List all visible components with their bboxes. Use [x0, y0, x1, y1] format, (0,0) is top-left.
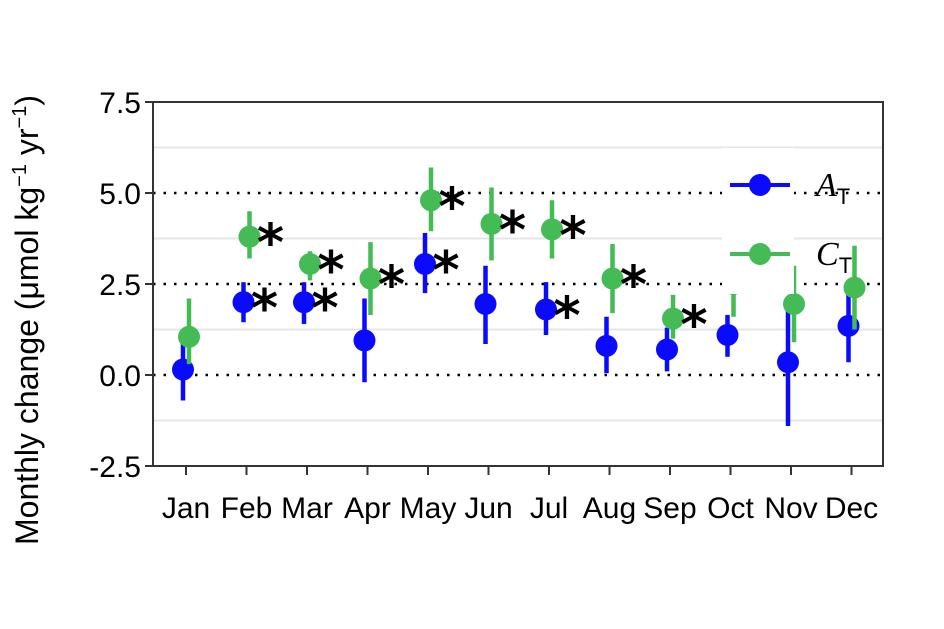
- data-point: [293, 291, 315, 314]
- x-tick-label: Mar: [281, 492, 333, 525]
- data-point: [359, 267, 382, 290]
- legend-marker: [749, 174, 771, 196]
- data-point: [716, 323, 739, 346]
- significance-star: *: [499, 201, 526, 261]
- x-tick-label: Oct: [707, 492, 754, 525]
- data-point: [541, 218, 563, 241]
- significance-star: *: [317, 241, 344, 301]
- legend-label: CT: [816, 236, 852, 278]
- data-point: [178, 325, 200, 348]
- data-point: [662, 307, 684, 330]
- data-point: [595, 334, 618, 357]
- data-point: [656, 338, 678, 361]
- legend-label-main: A: [814, 167, 837, 204]
- data-point: [474, 293, 497, 316]
- data-point: [232, 291, 255, 314]
- x-tick-label: Nov: [764, 492, 817, 525]
- y-tick-label: 5.0: [99, 178, 141, 211]
- marks-layer: [172, 167, 866, 426]
- data-point: [843, 276, 866, 299]
- data-point: [783, 293, 805, 316]
- significance-star: *: [438, 177, 465, 237]
- x-tick-label: May: [400, 492, 457, 525]
- significance-star: *: [311, 279, 338, 339]
- y-axis-title: Monthly change (μmol kg−1 yr−1): [9, 95, 45, 545]
- data-point: [601, 267, 624, 290]
- significance-star: *: [378, 256, 405, 316]
- significance-star: *: [432, 241, 459, 301]
- significance-star: *: [553, 286, 580, 346]
- y-tick-label: 2.5: [99, 269, 141, 302]
- legend-label-subscript: T: [839, 253, 852, 278]
- stars-layer: * **** * ** * ***: [251, 177, 708, 355]
- x-tick-label: Apr: [344, 492, 391, 525]
- data-point: [777, 351, 799, 374]
- x-tick-label: Sep: [643, 492, 696, 525]
- legend-label-main: C: [816, 236, 839, 273]
- data-point: [420, 189, 442, 212]
- x-tick-label: Dec: [825, 492, 878, 525]
- significance-star: *: [251, 279, 278, 339]
- significance-star: *: [680, 296, 707, 356]
- legend-marker: [749, 243, 771, 265]
- y-tick-label: -2.5: [89, 451, 141, 484]
- data-point: [238, 225, 261, 248]
- legend-label: AT: [814, 167, 850, 209]
- data-point: [535, 298, 557, 321]
- data-point: [414, 252, 436, 275]
- x-tick-label: Jun: [464, 492, 512, 525]
- significance-star: *: [257, 214, 284, 274]
- significance-star: *: [620, 256, 647, 316]
- y-tick-label: 7.5: [99, 87, 141, 120]
- axes-layer: -2.5 0.0 2.5 5.0 7.5 Jan Feb Mar Apr May Jun Jul Aug…: [89, 87, 878, 525]
- legend-box: [722, 148, 794, 294]
- data-point: [480, 212, 503, 235]
- x-tick-label: Aug: [583, 492, 636, 525]
- x-tick-label: Feb: [221, 492, 273, 525]
- significance-star: *: [559, 206, 586, 266]
- legend-label-subscript: T: [837, 184, 850, 209]
- data-point: [299, 252, 321, 275]
- x-tick-label: Jul: [530, 492, 568, 525]
- data-point: [353, 329, 376, 352]
- x-tick-label: Jan: [162, 492, 210, 525]
- y-tick-label: 0.0: [99, 360, 141, 393]
- grid-layer: [153, 146, 883, 422]
